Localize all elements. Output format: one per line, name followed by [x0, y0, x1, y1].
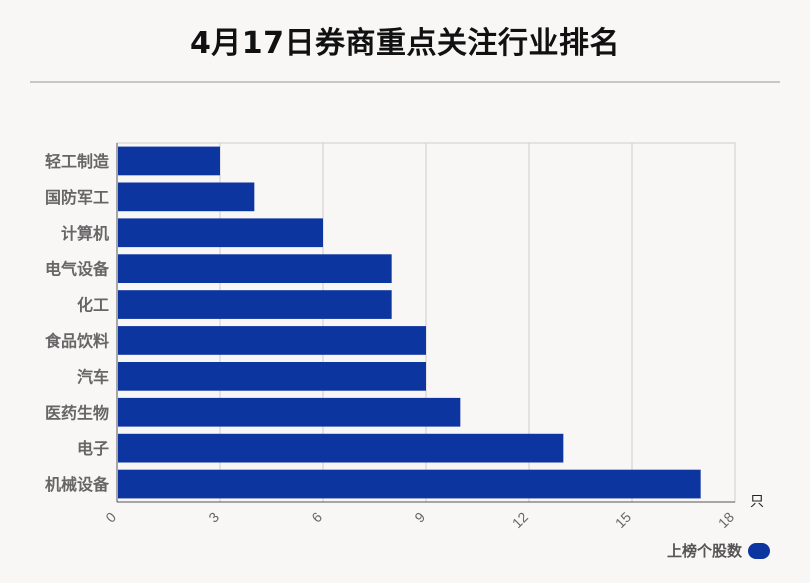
x-tick-label: 12 [509, 509, 531, 531]
bar [118, 290, 392, 319]
title-divider [30, 81, 780, 83]
legend-swatch[interactable] [748, 542, 770, 559]
legend: 上榜个股数 [667, 540, 770, 561]
x-tick-label: 3 [205, 509, 222, 526]
category-label: 食品饮料 [44, 331, 109, 350]
category-label: 化工 [77, 296, 109, 315]
x-tick-label: 9 [411, 509, 428, 526]
x-unit-label: 只 [750, 494, 764, 510]
bar [118, 326, 426, 355]
bar [118, 433, 564, 463]
x-tick-label: 18 [715, 509, 737, 531]
category-label: 轻工制造 [45, 152, 110, 171]
category-label: 电气设备 [45, 260, 110, 279]
bar [118, 182, 255, 212]
x-tick-label: 6 [308, 509, 325, 526]
bar [118, 397, 461, 427]
bar [118, 146, 220, 176]
bar [118, 361, 426, 391]
x-tick-label: 15 [612, 509, 634, 531]
legend-label: 上榜个股数 [666, 542, 742, 560]
chart-title: 4月17日券商重点关注行业排名 [189, 26, 621, 61]
category-label: 计算机 [61, 224, 109, 243]
bar [118, 469, 701, 499]
category-label: 医药生物 [45, 403, 109, 422]
category-label: 机械设备 [45, 475, 110, 494]
category-label: 国防军工 [45, 188, 109, 207]
bar [118, 254, 392, 284]
category-label: 汽车 [77, 367, 109, 386]
bar [118, 218, 323, 248]
category-label: 电子 [77, 439, 109, 458]
x-tick-label: 0 [102, 509, 119, 526]
